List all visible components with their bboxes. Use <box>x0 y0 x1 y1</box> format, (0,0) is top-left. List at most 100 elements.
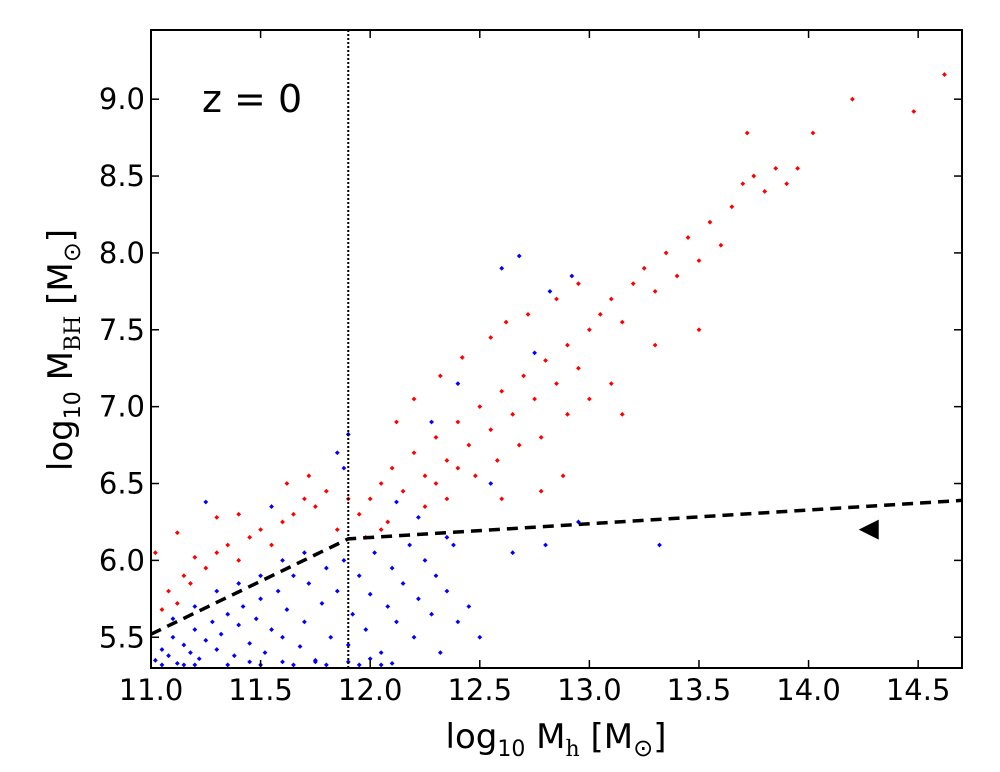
red-point <box>641 265 647 271</box>
red-point <box>525 312 531 317</box>
blue-point <box>429 419 434 425</box>
blue-point <box>203 637 209 643</box>
blue-point <box>356 573 362 579</box>
red-point <box>466 442 472 448</box>
y-tick-label: 8.0 <box>99 236 145 270</box>
blue-point <box>400 581 406 586</box>
red-point <box>744 130 750 136</box>
blue-point <box>269 504 274 509</box>
blue-point <box>437 650 443 656</box>
blue-point <box>444 588 450 594</box>
blue-point <box>543 542 548 548</box>
red-point <box>663 250 669 256</box>
blue-point <box>444 534 450 540</box>
red-point <box>247 534 253 540</box>
red-point <box>510 411 516 417</box>
blue-point <box>214 588 220 594</box>
blue-point <box>247 641 253 646</box>
blue-point <box>367 656 373 662</box>
x-axis-label: log10 Mh [M⊙] <box>446 717 667 762</box>
blue-point <box>188 650 193 656</box>
blue-point <box>378 650 384 656</box>
red-point <box>181 573 187 579</box>
red-point <box>291 511 296 517</box>
blue-point <box>218 631 224 637</box>
blue-point <box>236 581 242 586</box>
red-point <box>499 388 505 394</box>
blue-point <box>477 634 483 640</box>
x-tick-label: 14.5 <box>886 673 951 707</box>
blue-point <box>174 660 180 666</box>
blue-point <box>394 499 399 505</box>
red-point <box>499 496 505 502</box>
y-tick-label: 8.5 <box>99 159 145 193</box>
red-point <box>455 419 461 425</box>
y-tick-label: 9.0 <box>99 82 145 116</box>
red-point <box>214 550 220 556</box>
red-point <box>159 607 165 612</box>
blue-point <box>407 542 413 548</box>
blue-point <box>363 627 369 632</box>
red-point <box>188 581 193 586</box>
blue-point <box>416 596 421 602</box>
plot-frame <box>150 29 963 669</box>
red-point <box>323 488 329 494</box>
axis-ticks: 11.0 11.5 12.0 12.5 13.0 13.5 14.0 14.5 5.5 6.0 6.… <box>99 30 962 707</box>
x-tick-label: 12.5 <box>447 673 512 707</box>
blue-point <box>170 616 176 622</box>
blue-point <box>284 607 290 612</box>
red-point <box>674 273 680 279</box>
red-point <box>652 288 658 294</box>
blue-point <box>306 581 312 586</box>
blue-point <box>181 642 187 648</box>
red-point <box>586 396 592 402</box>
red-point <box>494 458 500 463</box>
red-point <box>503 319 509 325</box>
red-point <box>356 511 362 517</box>
blue-point <box>416 514 421 520</box>
red-point <box>586 327 592 333</box>
blue-point <box>429 611 434 617</box>
blue-point <box>280 557 285 563</box>
red-point <box>488 335 494 340</box>
blue-point <box>170 634 176 640</box>
red-point <box>455 465 461 471</box>
blue-point <box>291 573 296 579</box>
blue-point <box>323 565 329 571</box>
red-point <box>236 557 242 563</box>
red-point <box>269 542 274 548</box>
blue-point <box>345 659 351 665</box>
threshold-dashed-line <box>151 498 962 636</box>
y-axis-label: log10 MBH [M⊙] <box>41 229 86 471</box>
y-tick-label: 7.0 <box>99 390 145 424</box>
data-points <box>152 72 947 668</box>
red-point <box>565 342 570 348</box>
red-point <box>554 381 559 386</box>
red-point <box>225 542 231 548</box>
blue-point <box>341 465 347 471</box>
red-point <box>576 365 581 371</box>
red-point <box>707 219 713 225</box>
red-point <box>280 519 285 525</box>
blue-point <box>569 273 575 279</box>
blue-point <box>181 662 187 668</box>
blue-point <box>547 288 553 294</box>
blue-point <box>312 659 318 665</box>
reference-lines <box>151 30 962 668</box>
red-point <box>166 588 171 594</box>
red-point <box>174 530 180 536</box>
blue-point <box>280 634 285 640</box>
redshift-annotation: z = 0 <box>202 77 302 121</box>
red-point <box>608 381 614 386</box>
red-point <box>597 312 603 317</box>
blue-point <box>323 662 329 668</box>
blue-point <box>455 381 461 386</box>
red-point <box>538 434 544 440</box>
red-point <box>203 565 209 571</box>
red-point <box>334 527 340 533</box>
blue-point <box>269 627 274 632</box>
blue-point <box>166 653 171 659</box>
red-point <box>433 434 439 440</box>
red-point <box>459 355 465 360</box>
x-tick-label: 13.5 <box>667 673 732 707</box>
